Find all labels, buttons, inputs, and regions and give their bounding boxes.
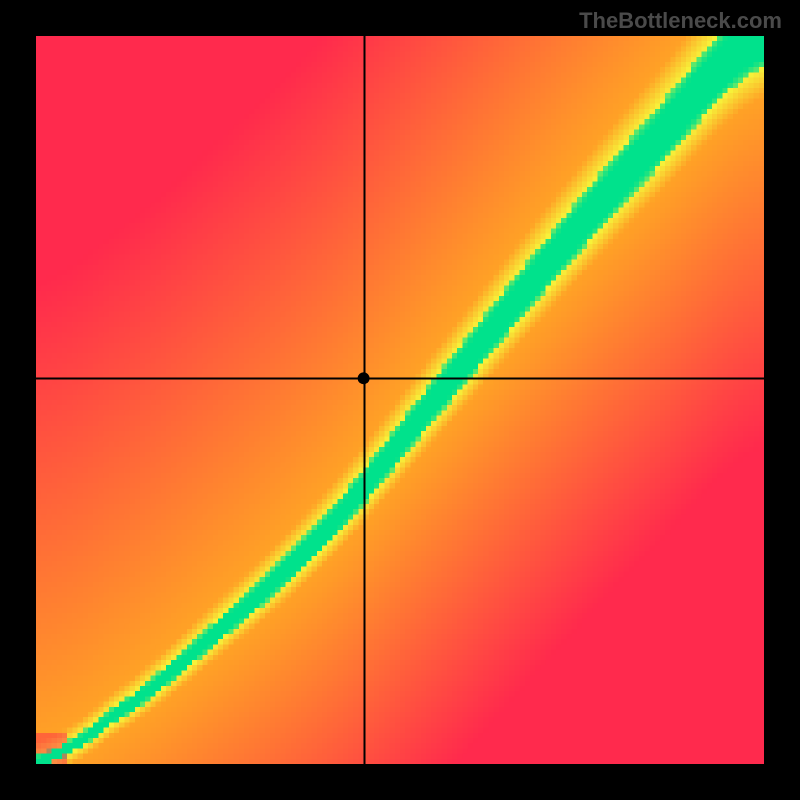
plot-area [36, 36, 764, 764]
chart-container: TheBottleneck.com [0, 0, 800, 800]
crosshair-overlay [36, 36, 764, 764]
watermark-text: TheBottleneck.com [579, 8, 782, 34]
